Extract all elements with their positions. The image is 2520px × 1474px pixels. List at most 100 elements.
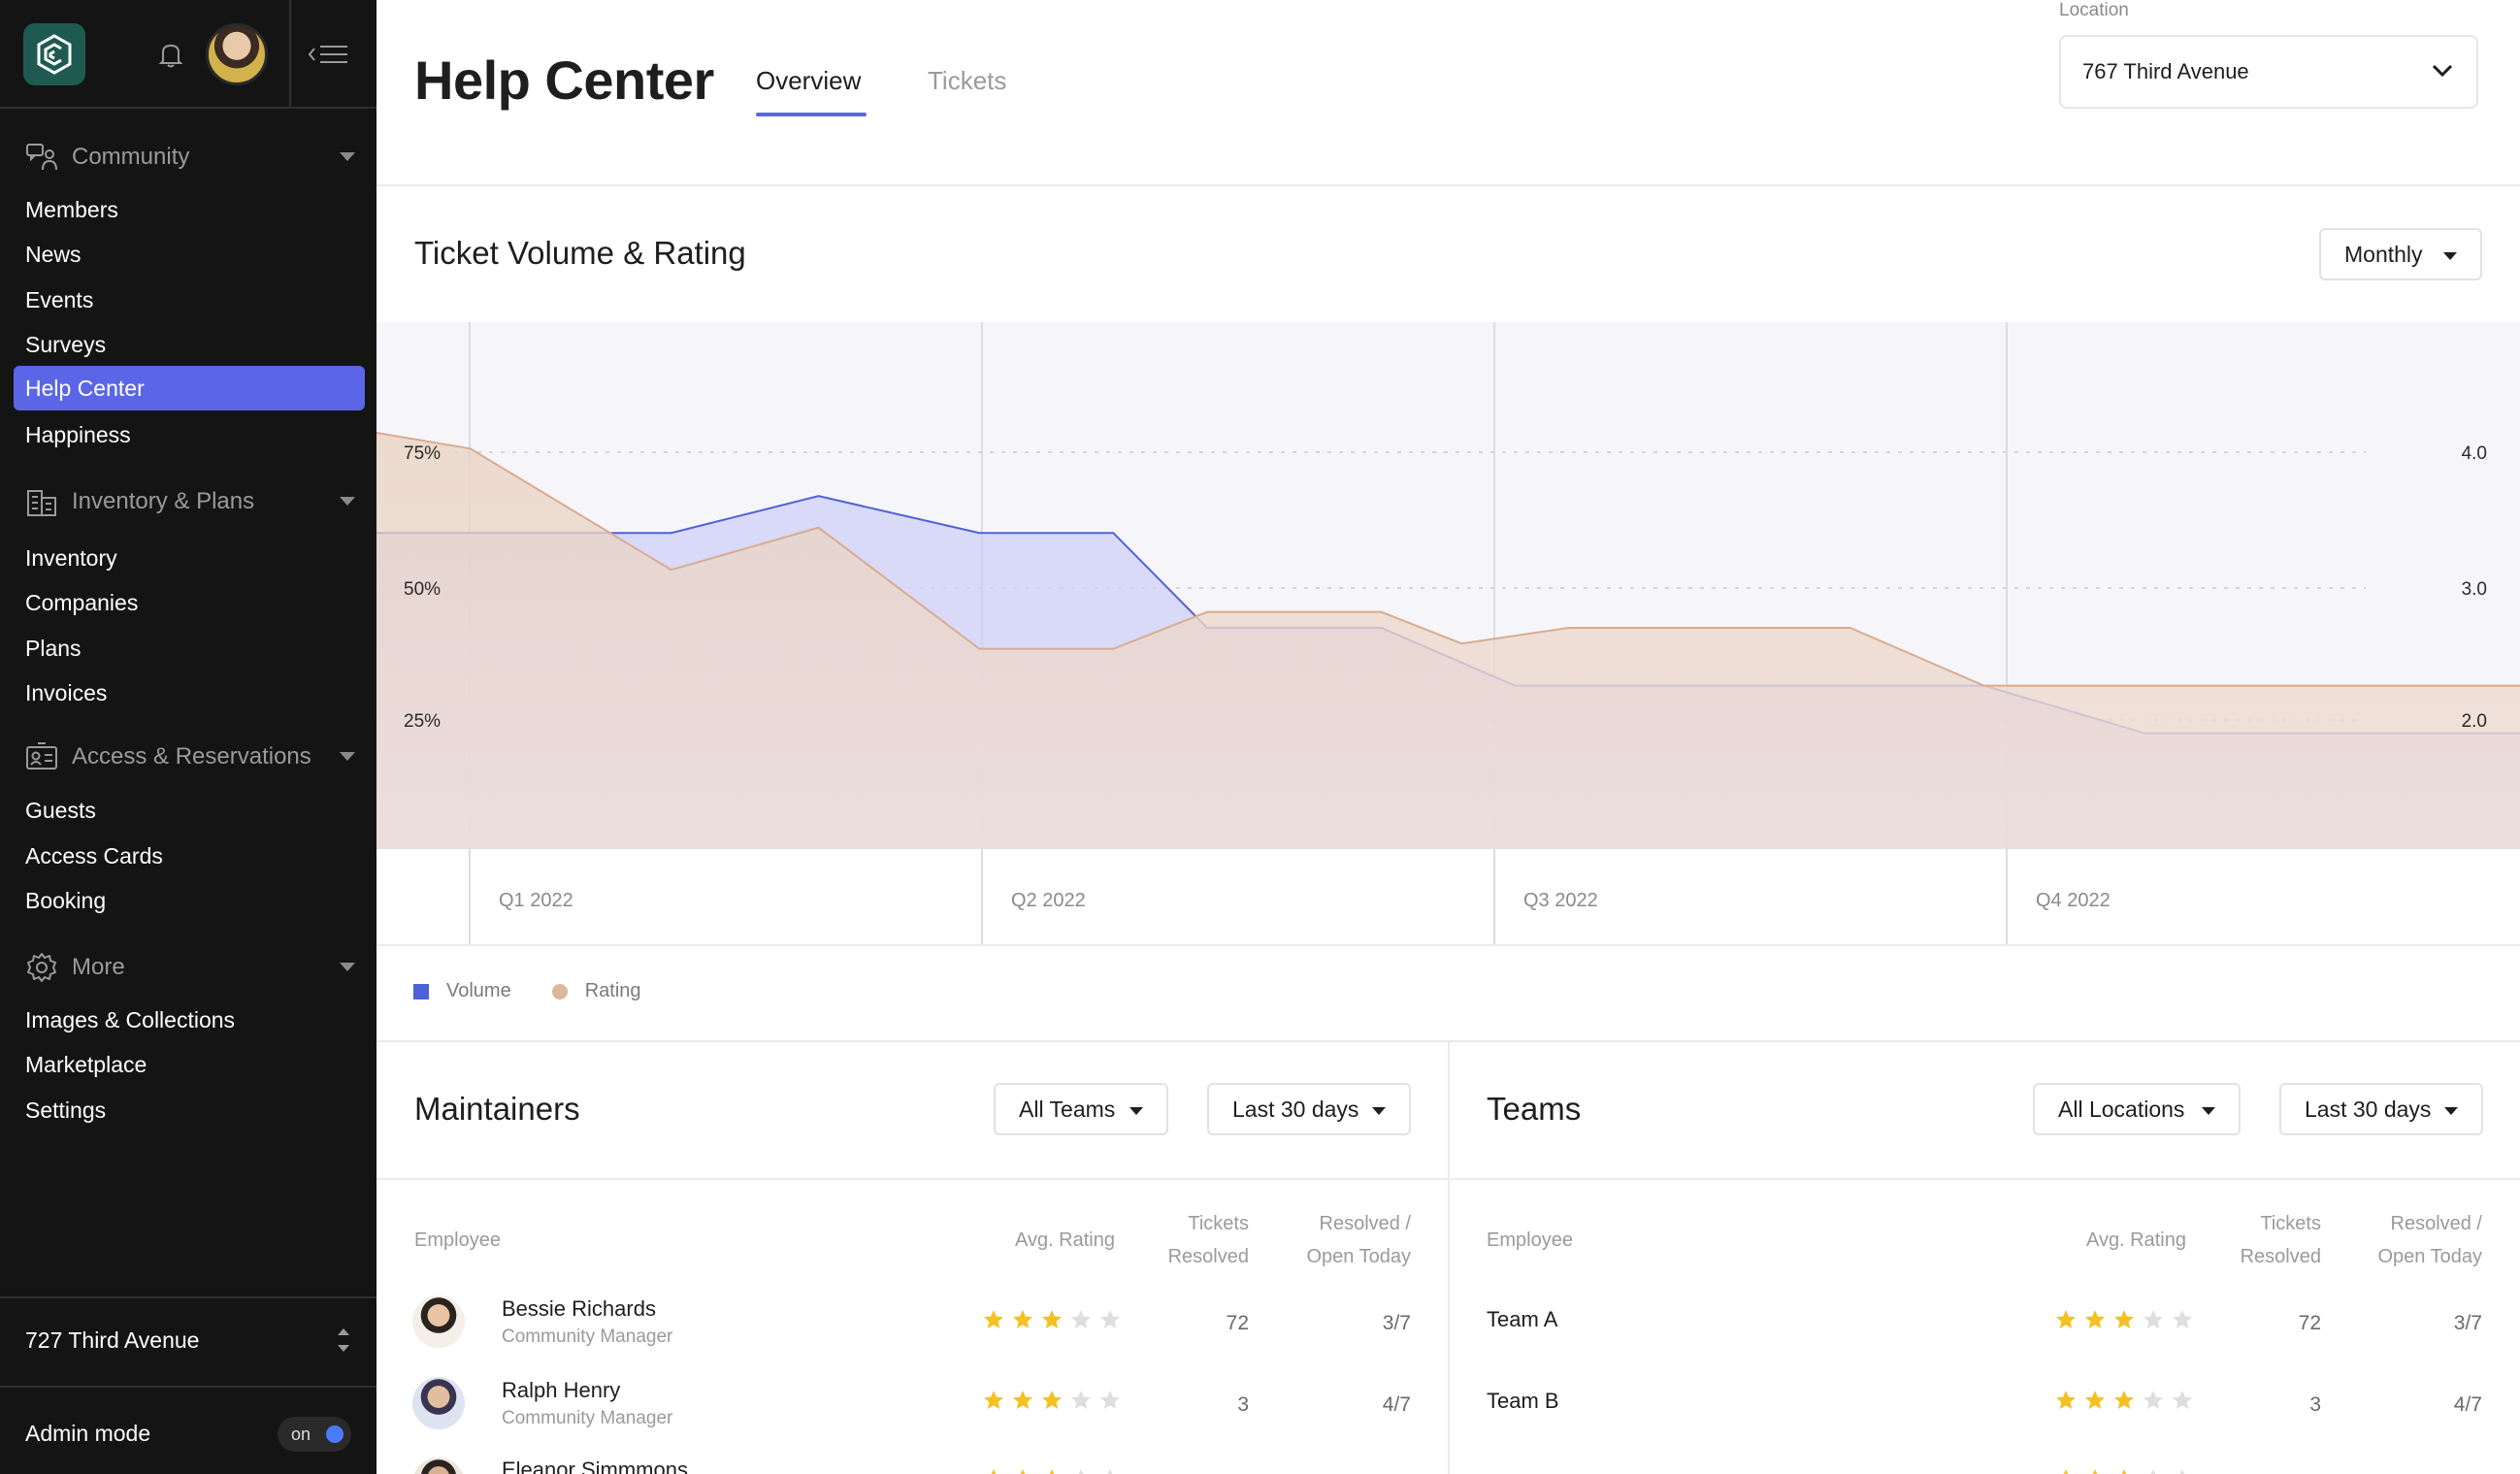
sidebar-item-help-center[interactable]: Help Center: [14, 366, 365, 410]
employee-role: Community Manager: [502, 1327, 673, 1347]
legend-volume-swatch: [413, 983, 429, 999]
column-header-avg-rating: Avg. Rating: [1014, 1229, 1115, 1251]
column-header-open-today: Resolved / Open Today: [1307, 1207, 1412, 1273]
section-access-reservations[interactable]: Access & Reservations: [25, 737, 355, 776]
sidebar-item-inventory[interactable]: Inventory: [25, 544, 117, 571]
panel-divider: [1448, 1040, 1450, 1474]
legend-rating-label: Rating: [584, 980, 641, 1001]
star-filled-icon: [984, 1310, 1003, 1328]
chart-legend: Volume Rating: [413, 980, 641, 1002]
caret-down-icon: [340, 963, 355, 971]
locations-filter-dropdown[interactable]: All Locations: [2033, 1083, 2241, 1135]
star-filled-icon: [2056, 1391, 2076, 1409]
tab-tickets[interactable]: Tickets: [928, 66, 1007, 95]
star-filled-icon: [2056, 1310, 2076, 1328]
teams-filter-dropdown[interactable]: All Teams: [994, 1083, 1168, 1135]
column-header-tickets: Tickets Resolved: [1168, 1207, 1249, 1273]
teams-range-dropdown[interactable]: Last 30 days: [2279, 1083, 2483, 1135]
teams-title: Teams: [1487, 1091, 1582, 1127]
rating-stars: [2054, 1308, 2194, 1331]
tickets-resolved: 3: [1237, 1393, 1249, 1416]
sidebar-item-events[interactable]: Events: [25, 286, 94, 312]
header-line: Resolved: [2240, 1246, 2321, 1267]
maintainers-range-dropdown[interactable]: Last 30 days: [1207, 1083, 1411, 1135]
id-card-icon: [26, 742, 57, 770]
team-name[interactable]: Team A: [1487, 1307, 1558, 1331]
admin-mode-toggle[interactable]: on: [278, 1417, 351, 1452]
maintainers-title: Maintainers: [414, 1091, 580, 1127]
period-dropdown[interactable]: Monthly: [2319, 228, 2482, 280]
x-axis-tick-label: Q4 2022: [2036, 890, 2111, 911]
star-filled-icon: [2085, 1391, 2105, 1409]
sidebar-item-settings[interactable]: Settings: [25, 1097, 107, 1123]
section-label: Inventory & Plans: [72, 488, 255, 514]
community-icon: [26, 144, 57, 171]
tickets-resolved: 72: [2298, 1312, 2321, 1334]
star-filled-icon: [984, 1391, 1003, 1409]
tab-overview[interactable]: Overview: [756, 66, 862, 95]
active-tab-indicator: [756, 113, 867, 116]
collapse-sidebar-icon[interactable]: [307, 39, 351, 70]
header-line: Resolved: [1167, 1246, 1249, 1267]
column-header-employee: Employee: [414, 1229, 501, 1251]
sidebar-item-news[interactable]: News: [25, 241, 82, 267]
employee-name[interactable]: Bessie Richards: [502, 1296, 656, 1321]
range-filter-value: Last 30 days: [1232, 1096, 1359, 1122]
employee-name[interactable]: Ralph Henry: [502, 1378, 621, 1402]
star-filled-icon: [2114, 1310, 2134, 1328]
avatar: [412, 1458, 465, 1474]
star-empty-icon: [2179, 1469, 2185, 1474]
header-line: Open Today: [1306, 1246, 1412, 1267]
section-more[interactable]: More: [25, 948, 355, 987]
sidebar-item-invoices[interactable]: Invoices: [25, 679, 108, 705]
right-axis-tick-label: 4.0: [2462, 443, 2487, 464]
sidebar-item-marketplace[interactable]: Marketplace: [25, 1051, 147, 1077]
divider: [376, 184, 2520, 186]
star-filled-icon: [1049, 1469, 1055, 1474]
star-filled-icon: [1013, 1310, 1032, 1328]
column-header-employee: Employee: [1487, 1229, 1573, 1251]
team-name[interactable]: Team B: [1487, 1389, 1559, 1413]
teams-filter-value: All Teams: [1019, 1096, 1116, 1122]
employee-name[interactable]: Eleanor Simmmons: [502, 1458, 688, 1474]
star-empty-icon: [2173, 1310, 2192, 1328]
sidebar-item-plans[interactable]: Plans: [25, 635, 82, 661]
star-filled-icon: [2114, 1391, 2134, 1409]
location-switcher[interactable]: 727 Third Avenue: [0, 1296, 376, 1386]
tickets-resolved: 72: [1226, 1312, 1249, 1334]
header-line: Resolved /: [1319, 1213, 1412, 1234]
star-empty-icon: [1078, 1469, 1084, 1474]
sidebar-item-images-collections[interactable]: Images & Collections: [25, 1006, 236, 1032]
location-select[interactable]: 767 Third Avenue: [2059, 35, 2478, 109]
star-filled-icon: [1042, 1391, 1062, 1409]
section-inventory-plans[interactable]: Inventory & Plans: [25, 482, 355, 521]
location-select-value: 767 Third Avenue: [2082, 59, 2249, 83]
employee-role: Community Manager: [502, 1408, 673, 1428]
sidebar-top-bar: [0, 0, 376, 109]
sidebar-item-members[interactable]: Members: [25, 196, 118, 222]
sidebar-item-happiness[interactable]: Happiness: [25, 421, 131, 447]
location-label: Location: [2059, 0, 2129, 20]
sidebar-item-guests[interactable]: Guests: [25, 797, 96, 823]
caret-down-icon: [1372, 1107, 1386, 1115]
star-filled-icon: [991, 1469, 997, 1474]
section-community[interactable]: Community: [25, 138, 355, 177]
bell-icon[interactable]: [153, 37, 188, 72]
resolved-open-today: 4/7: [2453, 1393, 2482, 1416]
sidebar: Community Members News Events Surveys He…: [0, 0, 376, 1474]
rating-stars: [982, 1308, 1122, 1331]
resolved-open-today: 4/7: [1382, 1393, 1411, 1416]
star-empty-icon: [1100, 1310, 1120, 1328]
sidebar-item-surveys[interactable]: Surveys: [25, 331, 107, 357]
sidebar-item-booking[interactable]: Booking: [25, 887, 107, 913]
user-avatar[interactable]: [206, 23, 268, 85]
sidebar-item-companies[interactable]: Companies: [25, 589, 139, 615]
sidebar-item-access-cards[interactable]: Access Cards: [25, 842, 163, 868]
building-icon: [27, 490, 56, 516]
series-rating-line: [376, 432, 2520, 687]
right-axis-tick-label: 3.0: [2462, 579, 2487, 600]
toggle-label: on: [291, 1424, 311, 1444]
section-label: Access & Reservations: [72, 743, 311, 770]
app-logo[interactable]: [23, 23, 85, 85]
left-axis-tick-label: 50%: [404, 579, 441, 600]
